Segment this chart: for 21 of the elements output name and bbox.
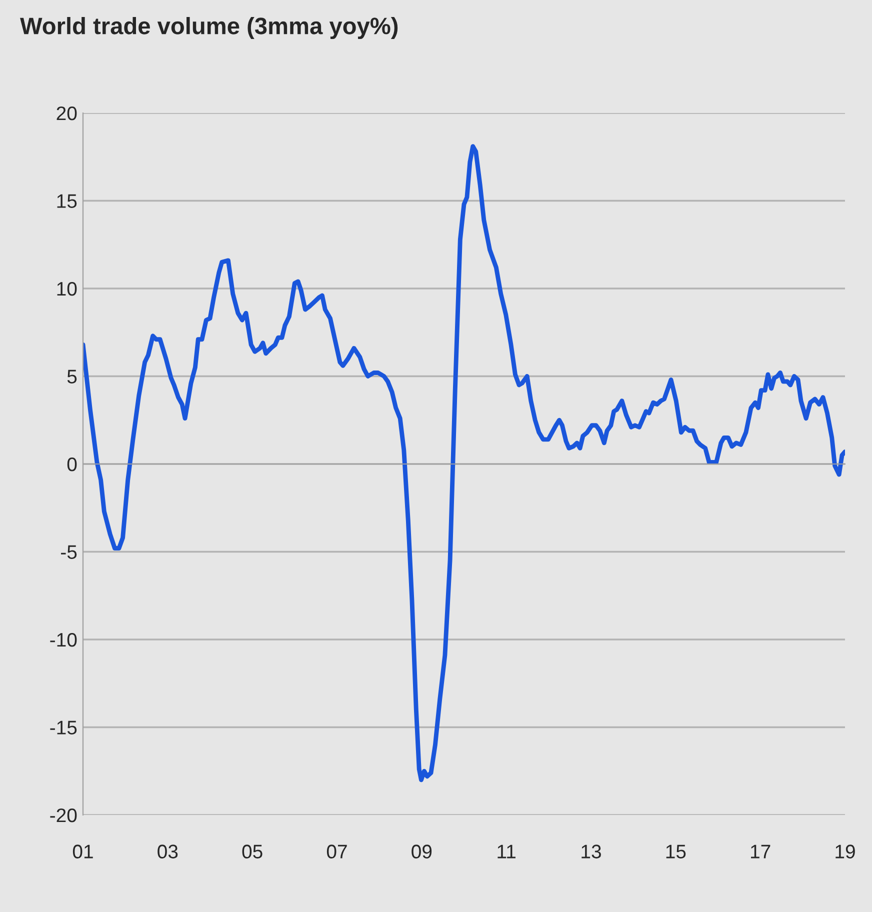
y-tick-label: -20 bbox=[50, 808, 77, 822]
x-tick-label: 11 bbox=[498, 844, 516, 858]
y-tick-label: 20 bbox=[56, 106, 77, 120]
x-tick-label: 15 bbox=[666, 844, 686, 858]
y-tick-label: 15 bbox=[57, 194, 77, 208]
x-tick-label: 19 bbox=[836, 844, 855, 858]
y-tick-label: -5 bbox=[61, 545, 77, 559]
x-tick-label: 09 bbox=[412, 844, 432, 858]
x-tick-label: 03 bbox=[158, 844, 178, 858]
chart-title: World trade volume (3mma yoy%) bbox=[20, 16, 398, 40]
x-tick-label: 17 bbox=[751, 844, 770, 858]
x-tick-label: 05 bbox=[242, 844, 262, 858]
y-tick-label: 5 bbox=[67, 370, 77, 384]
line-series bbox=[83, 144, 845, 782]
y-tick-label: -15 bbox=[50, 720, 77, 734]
y-tick-label: -10 bbox=[50, 632, 77, 647]
x-tick-label: 13 bbox=[582, 844, 601, 858]
x-tick-label: 01 bbox=[72, 844, 93, 858]
x-tick-label: 07 bbox=[326, 844, 347, 858]
y-tick-label: 10 bbox=[57, 282, 77, 296]
y-tick-label: 0 bbox=[67, 457, 77, 472]
